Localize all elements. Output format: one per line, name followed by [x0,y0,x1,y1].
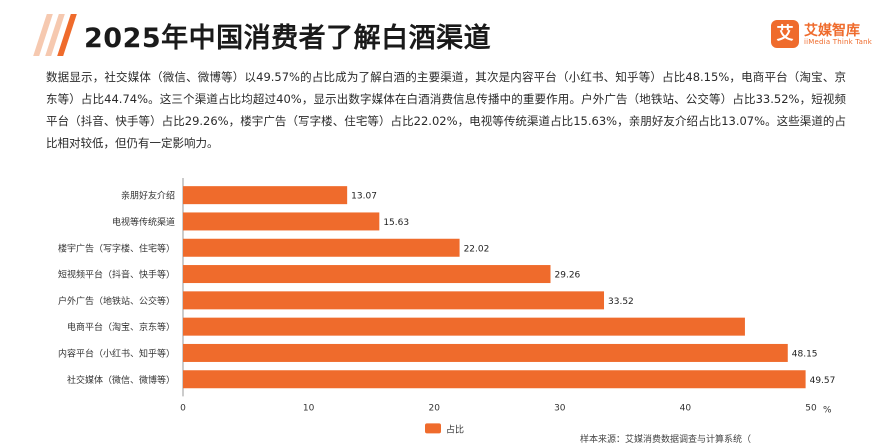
bar [183,291,605,310]
x-tick-label: 40 [680,403,692,413]
x-axis-unit: % [823,405,832,415]
brand-logo: 艾 艾媒智库 iiMedia Think Tank [771,20,881,52]
data-label: 33.52 [608,297,634,307]
x-tick-label: 0 [180,403,186,413]
data-label: 13.07 [351,192,377,202]
category-label: 社交媒体（微信、微博等） [67,374,175,386]
bar [183,212,380,231]
chart-area: 亲朋好友介绍 13.07 电视等传统渠道 15.63 楼宇广告（写字楼、住宅等） 22.0… [0,168,889,440]
x-tick-label: 30 [554,403,566,413]
bar [183,343,788,362]
category-label: 内容平台（小红书、知乎等） [58,347,175,359]
legend-label: 占比 [446,423,464,435]
bar [183,370,806,389]
category-label: 短视频平台（抖音、快手等） [58,269,175,281]
category-label: 亲朋好友介绍 [121,190,175,202]
category-label: 楼宇广告（写字楼、住宅等） [58,242,175,254]
x-tick-label: 20 [428,403,440,413]
x-tick-label: 10 [303,403,315,413]
category-label: 户外广告（地铁站、公交等） [58,295,175,307]
title-bar: 2025年中国消费者了解白酒渠道 艾 艾媒智库 iiMedia Think Ta… [0,0,889,72]
logo-icon: 艾 [771,20,799,48]
logo-name: 艾媒智库 [804,23,860,39]
source-note: 样本来源：艾媒消费数据调查与计算系统（ [580,435,752,445]
category-label: 电视等传统渠道 [112,216,175,228]
bar [183,186,348,205]
bar [183,317,745,336]
logo-subtitle: iiMedia Think Tank [804,38,873,46]
bar [183,265,551,284]
data-label: 22.02 [464,244,490,254]
bar-chart: 亲朋好友介绍 13.07 电视等传统渠道 15.63 楼宇广告（写字楼、住宅等） 22.0… [58,178,836,435]
x-tick-label: 50 [805,403,817,413]
page-title: 2025年中国消费者了解白酒渠道 [84,23,492,54]
category-label: 电商平台（淘宝、京东等） [67,321,175,333]
bar [183,238,460,257]
data-label: 49.57 [810,376,836,386]
data-label: 48.15 [792,349,818,359]
data-label: 29.26 [555,271,581,281]
data-label: 15.63 [383,218,409,228]
legend-swatch [425,423,441,434]
summary-paragraph: 数据显示，社交媒体（微信、微博等）以49.57%的占比成为了解白酒的主要渠道，其… [46,70,846,150]
